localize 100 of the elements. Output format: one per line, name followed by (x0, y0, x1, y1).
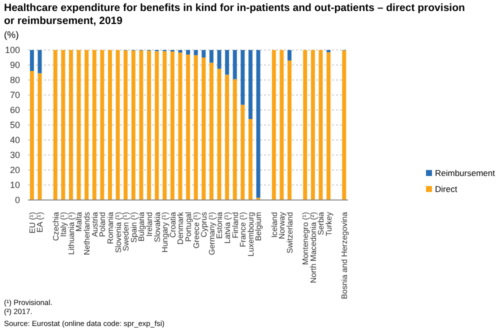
bar (170, 52, 174, 200)
x-tick-label: Portugal (184, 212, 193, 242)
bar (217, 50, 222, 69)
x-tick-label: Ireland (144, 212, 154, 236)
bar (209, 62, 214, 200)
x-tick-label: EA (¹) (36, 212, 45, 232)
legend-label: Reimbursement (435, 168, 495, 178)
x-tick-label: North Macedonia (²) (308, 212, 318, 284)
bar (240, 104, 245, 200)
bar (288, 50, 292, 60)
y-tick-label: 0 (14, 195, 20, 206)
x-tick-label: Czechia (51, 211, 60, 241)
bar (116, 50, 120, 200)
y-tick-label: 80 (10, 75, 20, 86)
bar (272, 50, 276, 200)
chart-title: Healthcare expenditure for benefits in kind for in-patients and out-patients – direct provision or reimbursement, 2019 (4, 2, 466, 28)
bar (154, 51, 159, 200)
x-tick-label: Belgium (254, 212, 264, 241)
x-tick-label: France (¹) (238, 212, 248, 248)
bar (139, 50, 144, 200)
bar (76, 50, 81, 200)
bar (178, 52, 182, 200)
bar (240, 50, 245, 105)
bar (186, 54, 190, 200)
bar (232, 79, 237, 200)
x-tick-label: Estonia (215, 211, 224, 239)
bar (147, 50, 152, 200)
x-tick-label: Montenegro (¹) (301, 212, 310, 265)
bar (84, 50, 89, 200)
x-tick-label: Netherlands (82, 212, 92, 256)
y-tick-label: 60 (10, 105, 20, 116)
bar (225, 50, 230, 75)
y-tick-label: 70 (10, 90, 20, 100)
x-tick-label: Spain (¹) (129, 212, 138, 243)
bar (202, 50, 206, 58)
x-tick-label: Cyprus (200, 212, 209, 238)
y-tick-label: 30 (10, 150, 20, 160)
x-tick-label: Serbia (316, 211, 326, 236)
bar (53, 50, 58, 200)
y-axis-title: (%) (4, 30, 19, 41)
x-tick-label: Switzerland (285, 212, 294, 254)
x-tick-label: Lithuania (¹) (66, 212, 76, 255)
legend-label: Direct (435, 184, 458, 194)
bar (318, 50, 323, 200)
bar (248, 119, 252, 200)
x-tick-label: Germany (¹) (207, 212, 216, 256)
bar (280, 50, 284, 200)
bar (162, 51, 167, 200)
x-tick-label: Greece (¹) (192, 212, 201, 248)
bar (256, 50, 260, 198)
bar (342, 50, 346, 200)
y-tick-label: 40 (10, 135, 20, 146)
x-tick-label: Denmark (176, 211, 186, 244)
x-tick-label: Slovenia (¹) (114, 212, 123, 253)
bar (178, 50, 182, 53)
y-tick-label: 20 (10, 165, 20, 176)
bar (30, 50, 34, 71)
y-tick-label: 100 (4, 45, 20, 56)
bar (232, 50, 237, 80)
y-tick-label: 10 (10, 180, 20, 190)
bar (186, 50, 190, 54)
x-tick-label: Luxembourg (246, 212, 256, 256)
bar (310, 50, 315, 200)
x-tick-label: Poland (98, 212, 108, 237)
bar (30, 71, 34, 200)
x-tick-label: Romania (106, 211, 115, 244)
bar (38, 50, 42, 74)
x-tick-label: Italy (¹) (59, 212, 68, 237)
bar (248, 50, 252, 119)
bar (288, 60, 292, 200)
bar (225, 74, 230, 200)
x-tick-label: Norway (278, 212, 287, 240)
x-tick-label: Hungary (¹) (160, 212, 170, 252)
bar (38, 73, 42, 200)
y-tick-label: 90 (10, 60, 20, 70)
x-tick-label: Iceland (270, 212, 279, 238)
bar (194, 50, 198, 56)
x-tick-label: EU (¹) (28, 212, 37, 234)
bar (92, 50, 96, 200)
x-tick-label: Finland (230, 212, 240, 238)
bar (217, 68, 222, 200)
bar (108, 50, 112, 200)
bar (194, 55, 198, 200)
bar (124, 50, 128, 200)
y-tick-label: 50 (10, 120, 20, 130)
x-tick-label: Latvia (¹) (223, 212, 232, 244)
bar (209, 50, 214, 63)
bar (68, 50, 73, 200)
x-tick-label: Turkey (324, 212, 334, 236)
bar (303, 50, 308, 200)
bar (100, 50, 104, 200)
x-tick-label: Slovakia (152, 211, 162, 242)
bar (326, 52, 331, 200)
x-tick-label: Bulgaria (137, 211, 146, 242)
x-tick-label: Austria (90, 211, 100, 237)
x-tick-label: Bosnia and Herzegovina (340, 211, 350, 300)
x-tick-label: Croatia (168, 211, 178, 238)
x-tick-label: Sweden (¹) (122, 212, 131, 252)
bar (202, 58, 206, 200)
bar (131, 50, 136, 200)
